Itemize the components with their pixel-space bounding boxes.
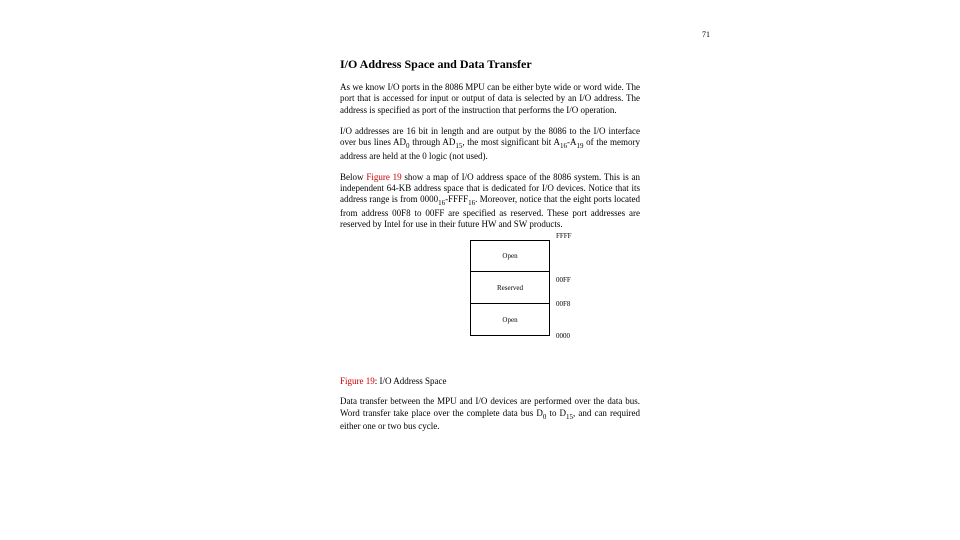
- io-address-diagram: FFFF Open Reserved Open 00FF 00F8 0000: [340, 240, 640, 370]
- document-page: 71 I/O Address Space and Data Transfer A…: [340, 30, 720, 442]
- para4-sub2: 15: [566, 412, 573, 420]
- paragraph-3: Below Figure 19 show a map of I/O addres…: [340, 172, 640, 231]
- page-number: 71: [340, 30, 710, 39]
- para2-text-b: through AD: [410, 137, 456, 147]
- para3-text-a: Below: [340, 172, 366, 182]
- para3-text-c: -FFFF: [445, 194, 468, 204]
- addr-label-00ff: 00FF: [556, 276, 571, 284]
- para4-text-b: to D: [546, 408, 566, 418]
- addr-label-0000: 0000: [556, 332, 570, 340]
- diagram-boxes: Open Reserved Open: [470, 240, 550, 336]
- paragraph-2: I/O addresses are 16 bit in length and a…: [340, 126, 640, 162]
- caption-rest: : I/O Address Space: [375, 376, 447, 386]
- figure-ref-19b: Figure 19: [340, 376, 375, 386]
- para1-text: As we know I/O ports in the 8086 MPU can…: [340, 82, 640, 115]
- page-title: I/O Address Space and Data Transfer: [340, 57, 720, 72]
- figure-caption: Figure 19: I/O Address Space: [340, 376, 720, 386]
- diagram-box-reserved: Reserved: [470, 272, 550, 304]
- paragraph-1: As we know I/O ports in the 8086 MPU can…: [340, 82, 640, 116]
- paragraph-4: Data transfer between the MPU and I/O de…: [340, 396, 640, 432]
- diagram-box-open-top: Open: [470, 240, 550, 272]
- addr-label-00f8: 00F8: [556, 300, 570, 308]
- diagram-box-open-bottom: Open: [470, 304, 550, 336]
- figure-ref-19a: Figure 19: [366, 172, 401, 182]
- para2-text-c: , the most significant bit A: [462, 137, 560, 147]
- para2-sub3: 16: [560, 142, 567, 150]
- addr-label-ffff: FFFF: [556, 232, 572, 240]
